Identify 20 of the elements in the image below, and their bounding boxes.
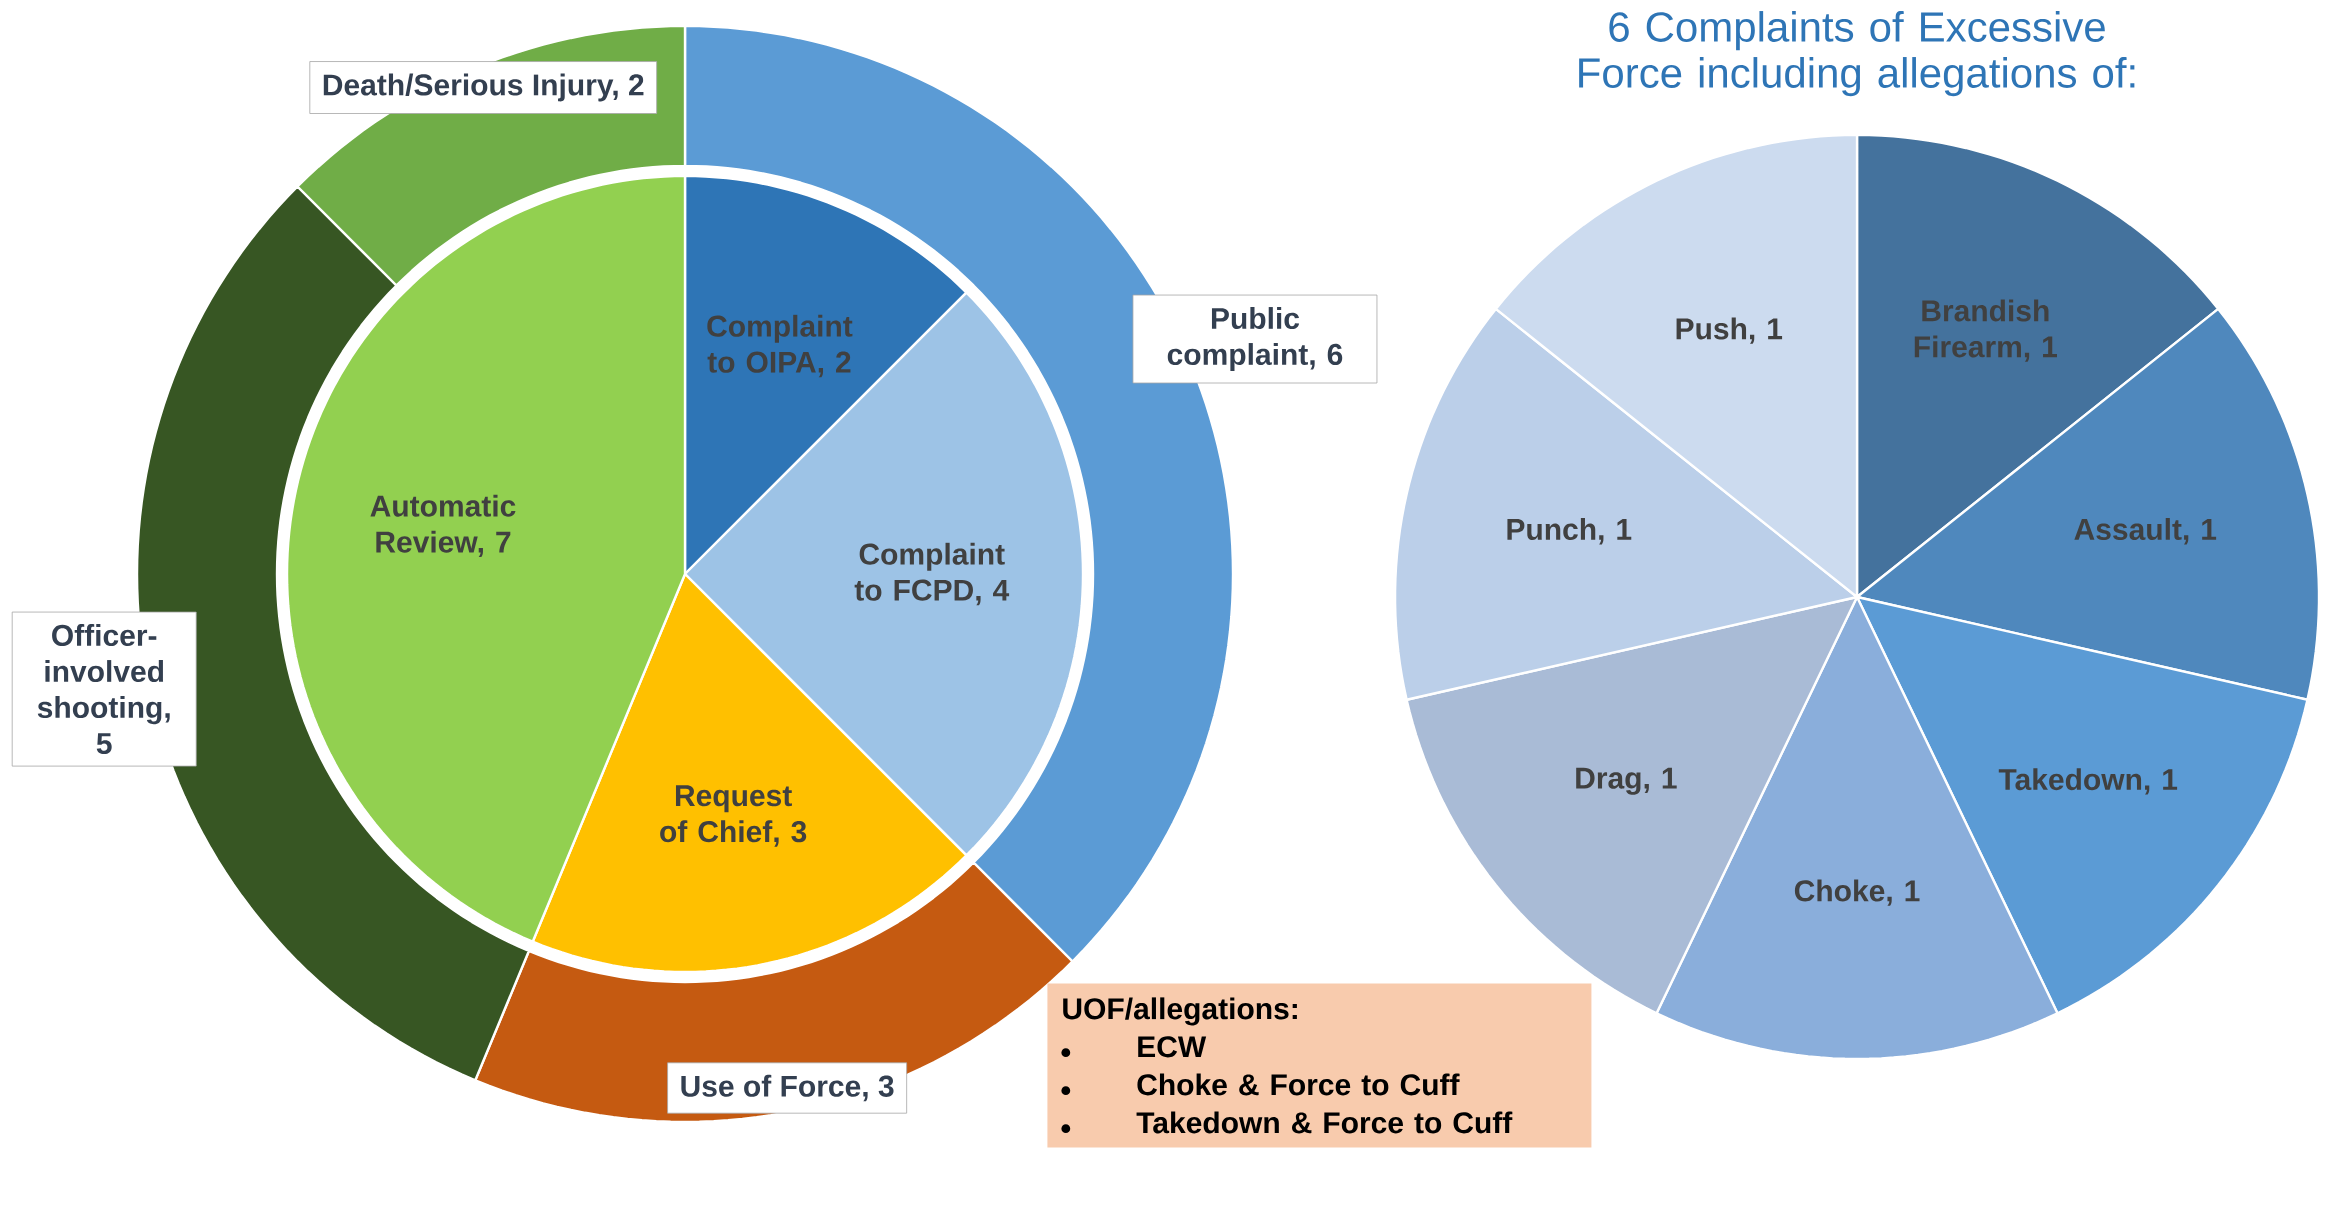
slice-label: Drag, 1 [1576,767,1677,795]
slice-label: Public complaint, 6 [1167,307,1343,371]
slice-label: Takedown, 1 [1998,768,2178,795]
slice-label: Assault, 1 [2074,518,2217,545]
slice-label: Punch, 1 [1507,518,1632,545]
slice-label: Complaint to OIPA, 2 [707,314,853,378]
text: ECW [1138,1036,1207,1058]
slice-label: Officer-involved shooting, 5 [37,624,170,755]
slice-label: Choke, 1 [1794,879,1920,906]
slice-label: Use of Force, 3 [681,1074,894,1102]
chart-title: 6 Complaints of Excessive Force including allegations of: [1579,11,2135,97]
slice-label: Request of Chief, 3 [660,785,807,847]
slice-label: Complaint to FCPD, 4 [854,542,1010,606]
text: Choke & Force to Cuff [1137,1073,1460,1096]
slice-label: Death/Serious Injury, 2 [323,73,644,102]
text: Takedown & Force to Cuff [1136,1111,1513,1134]
text: UOF/allegations: [1063,997,1297,1026]
slice-label: Brandish Firearm, 1 [1914,299,2057,362]
slice-label: Push, 1 [1676,317,1783,344]
slice-label: Automatic Review, 7 [370,494,516,558]
